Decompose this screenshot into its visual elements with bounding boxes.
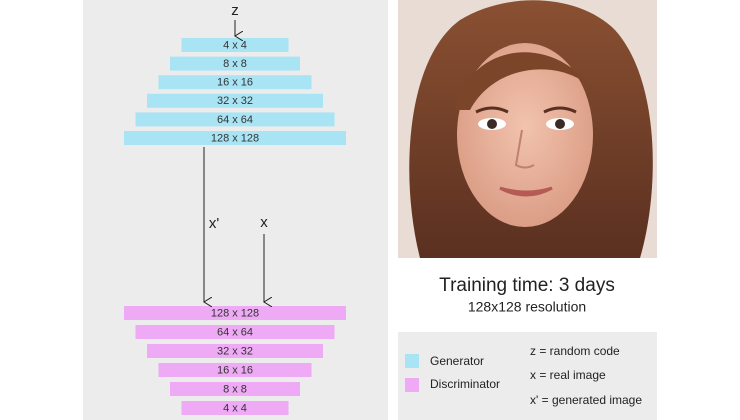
legend-box [398,332,657,420]
layer-label: 4 x 4 [223,39,247,51]
generated-label: x' [209,215,220,232]
legend-swatch [405,354,419,368]
legend-label: Discriminator [430,377,500,391]
generator-layer [135,112,335,127]
layer-label: 128 x 128 [211,132,259,144]
layer-label: 8 x 8 [223,58,247,70]
discriminator-layer [147,344,323,358]
layer-label: 32 x 32 [217,95,253,107]
legend-note: z = random code [530,344,620,358]
legend-note: x = real image [530,368,606,382]
discriminator: 128 x 128 64 x 64 32 x 32 16 x 16 8 x 8 4 x 4 [124,306,346,415]
layer-label: 16 x 16 [217,77,253,89]
discriminator-layer [181,401,289,415]
layer-label: 64 x 64 [217,326,253,338]
generator: 4 x 4 8 x 8 16 x 16 32 x 32 64 x 64 128 x 128 [124,38,346,145]
legend-swatch [405,378,419,392]
generator-layer [181,38,289,52]
discriminator-layer [124,306,346,320]
caption-subtitle: 128x128 resolution [468,299,586,315]
discriminator-layer [135,325,335,339]
legend-note: x' = generated image [530,393,642,407]
layer-label: 4 x 4 [223,402,247,414]
layer-label: 64 x 64 [217,114,253,126]
z-label: z [231,2,239,19]
generator-layer [170,56,300,71]
layer-label: 128 x 128 [211,307,259,319]
face-image [398,0,657,259]
caption-title: Training time: 3 days [439,275,615,296]
generator-layer [158,75,312,90]
generator-layer [147,93,323,108]
layer-label: 16 x 16 [217,364,253,376]
generator-layer [124,131,346,145]
layer-label: 32 x 32 [217,345,253,357]
real-label: x [260,214,268,231]
discriminator-layer [158,363,312,377]
discriminator-layer [170,382,300,396]
legend-label: Generator [430,354,484,368]
layer-label: 8 x 8 [223,383,247,395]
